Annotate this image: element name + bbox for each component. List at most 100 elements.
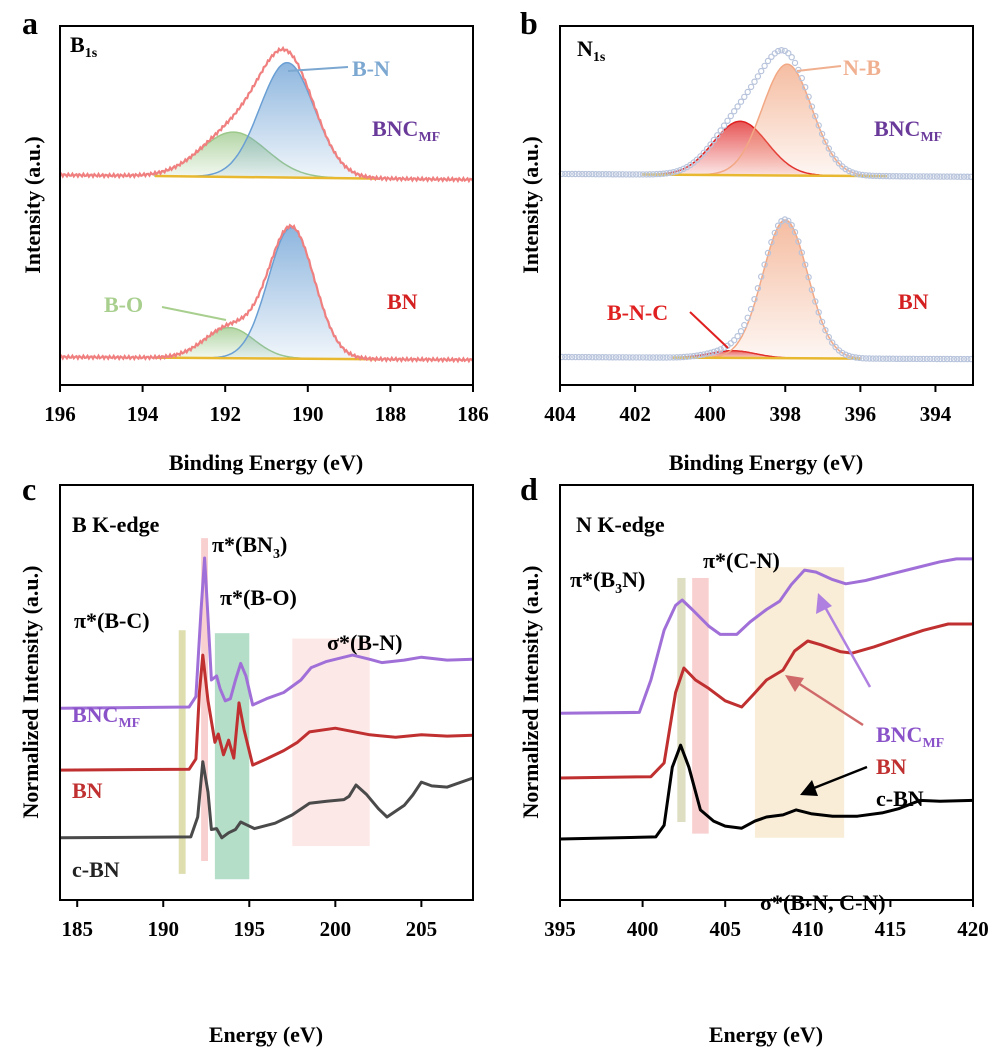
data-point [582, 170, 589, 178]
data-point [964, 355, 971, 363]
label-b-n: B-N [352, 56, 390, 81]
highlight-band-3 [292, 638, 370, 847]
panel-a-xlabel: Binding Energy (eV) [169, 450, 363, 475]
data-point [717, 127, 724, 134]
x-tick-label: 420 [957, 917, 989, 941]
data-point [562, 353, 569, 361]
x-tick-label: 395 [544, 917, 576, 941]
series-line-bnc [559, 557, 973, 715]
data-point [896, 355, 904, 362]
data-point [747, 83, 755, 91]
data-point [606, 354, 613, 361]
legend-c-c-bn: c-BN [72, 857, 120, 882]
data-point [676, 166, 684, 174]
data-point [818, 318, 826, 326]
data-point [927, 173, 934, 180]
data-point [629, 171, 637, 178]
data-point [876, 355, 883, 362]
legend-b-bn: BN [898, 289, 929, 314]
data-point [778, 217, 785, 225]
data-point [758, 67, 765, 75]
data-point [639, 171, 647, 178]
data-point [906, 173, 914, 180]
data-point [595, 354, 603, 361]
data-point [720, 122, 728, 129]
data-point [768, 238, 775, 246]
data-point [660, 170, 667, 177]
data-point [666, 354, 674, 361]
data-point [791, 59, 799, 67]
data-point [832, 343, 839, 351]
data-point [707, 349, 714, 356]
data-point [680, 165, 687, 172]
x-tick-label: 415 [875, 917, 907, 941]
data-point [653, 354, 660, 361]
data-point [778, 47, 785, 54]
data-point [673, 168, 681, 175]
data-point [900, 355, 907, 362]
data-point [633, 171, 640, 178]
data-point [957, 173, 964, 180]
plot-frame [59, 484, 474, 901]
panel-b-xlabel: Binding Energy (eV) [669, 450, 863, 475]
data-point [737, 98, 745, 105]
legend-b-bnc-mf: BNCMF [874, 116, 942, 145]
n-b-leader-line [796, 65, 842, 72]
plot-frame [559, 25, 974, 386]
data-point [920, 173, 927, 180]
x-tick-label: 400 [627, 917, 659, 941]
data-point [714, 347, 721, 354]
data-point [579, 170, 586, 178]
x-tick-label: 190 [292, 402, 324, 426]
data-point [906, 355, 914, 362]
x-tick-label: 196 [44, 402, 76, 426]
data-point [710, 136, 718, 144]
data-point [879, 355, 887, 362]
series-line-bn [59, 653, 474, 772]
data-point [930, 173, 937, 180]
series-line-bnc [59, 556, 474, 710]
label-pi-b-o: π*(B-O) [220, 585, 297, 610]
data-point [697, 351, 704, 359]
panel-letter-a: a [22, 5, 38, 41]
label-sigma-b-n-c-n: σ*(B-N, C-N) [760, 890, 886, 915]
data-point [829, 151, 836, 158]
arrow-bn [785, 675, 864, 727]
data-point [920, 355, 927, 363]
panel-letter-b: b [520, 5, 538, 41]
data-point [950, 355, 958, 363]
data-point [937, 173, 944, 180]
data-point [825, 145, 833, 152]
panel-d-xlabel: Energy (eV) [709, 1022, 823, 1047]
x-tick-label: 396 [845, 402, 877, 426]
data-point [629, 354, 637, 361]
data-point [845, 167, 853, 175]
panel-b-title: N1s [577, 36, 606, 65]
data-point [832, 155, 839, 163]
panel-d-title: N K-edge [576, 512, 665, 537]
data-point [886, 172, 893, 180]
data-point [656, 170, 664, 178]
data-point [872, 355, 880, 362]
data-point [923, 173, 931, 180]
data-point [883, 355, 890, 362]
data-point [903, 355, 910, 362]
data-point [619, 354, 626, 361]
data-point [643, 354, 650, 361]
data-point [714, 132, 721, 139]
data-point [687, 353, 694, 360]
x-tick-label: 394 [920, 402, 952, 426]
x-tick-label: 402 [619, 402, 651, 426]
data-point [704, 145, 711, 152]
data-point [866, 172, 873, 179]
b-n-leader-line [287, 66, 349, 72]
data-point [575, 353, 583, 361]
x-tick-label: 190 [148, 917, 180, 941]
data-point [913, 173, 920, 180]
data-point [849, 169, 856, 176]
data-point [889, 172, 897, 180]
data-point [636, 354, 643, 361]
data-point [954, 355, 961, 363]
data-point [805, 93, 812, 101]
data-point [734, 333, 741, 340]
